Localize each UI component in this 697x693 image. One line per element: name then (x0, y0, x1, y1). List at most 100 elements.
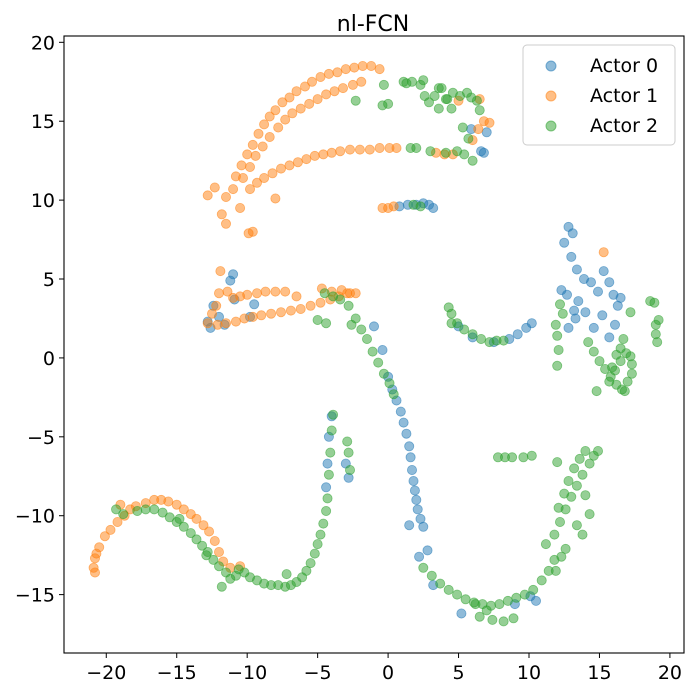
point-actor-0-47 (481, 127, 492, 138)
point-actor-2-171 (471, 95, 482, 106)
point-actor-2-119 (467, 329, 478, 340)
point-actor-0-27 (408, 475, 419, 486)
point-actor-1-13 (163, 496, 174, 507)
point-actor-2-13 (208, 554, 219, 565)
point-actor-2-76 (528, 584, 539, 595)
point-actor-0-17 (377, 344, 388, 355)
point-actor-1-126 (285, 305, 296, 316)
legend-marker-actor-2 (545, 120, 557, 132)
point-actor-2-193 (440, 147, 451, 158)
point-actor-0-79 (610, 319, 621, 330)
point-actor-2-158 (607, 362, 618, 373)
point-actor-2-126 (552, 330, 563, 341)
point-actor-2-46 (230, 570, 241, 581)
point-actor-2-172 (474, 105, 485, 116)
point-actor-2-35 (322, 493, 333, 504)
point-actor-1-114 (260, 286, 271, 297)
point-actor-0-29 (411, 494, 422, 505)
point-actor-2-129 (555, 299, 566, 310)
point-actor-1-59 (264, 131, 275, 142)
point-actor-0-70 (586, 277, 597, 288)
point-actor-2-191 (411, 142, 422, 153)
point-actor-0-24 (404, 441, 415, 452)
legend-label-actor-0: Actor 0 (590, 55, 658, 77)
point-actor-2-189 (408, 199, 419, 210)
point-actor-0-16 (368, 321, 379, 332)
point-actor-2-157 (626, 368, 637, 379)
point-actor-2-183 (440, 94, 451, 105)
point-actor-2-107 (580, 490, 591, 501)
point-actor-0-61 (566, 251, 577, 262)
point-actor-1-19 (204, 526, 215, 537)
point-actor-2-173 (457, 122, 468, 133)
point-actor-2-84 (508, 613, 519, 624)
point-actor-0-26 (406, 464, 417, 475)
point-actor-0-33 (414, 551, 425, 562)
point-actor-2-175 (433, 103, 444, 114)
point-actor-0-9 (249, 299, 260, 310)
point-actor-2-95 (593, 445, 604, 456)
point-actor-1-27 (216, 209, 227, 220)
point-actor-1-17 (191, 513, 202, 524)
point-actor-2-87 (549, 529, 560, 540)
y-tick-label: −15 (15, 585, 55, 607)
point-actor-2-178 (350, 95, 361, 106)
point-actor-1-74 (267, 168, 278, 179)
point-actor-1-52 (220, 218, 231, 229)
point-actor-0-67 (580, 307, 591, 318)
point-actor-0-6 (228, 269, 239, 280)
point-actor-1-69 (347, 79, 358, 90)
point-actor-2-131 (583, 337, 594, 348)
point-actor-2-91 (571, 480, 582, 491)
point-actor-1-6 (112, 517, 123, 528)
point-actor-2-33 (318, 518, 329, 529)
point-actor-0-80 (615, 292, 626, 303)
x-axis: −20 −15 −10 −5 0 5 10 15 20 (86, 653, 682, 684)
point-actor-1-88 (391, 142, 402, 153)
point-actor-1-124 (266, 308, 277, 319)
point-actor-2-132 (588, 346, 599, 357)
point-actor-0-54 (526, 318, 537, 329)
point-actor-2-143 (622, 376, 633, 387)
point-actor-1-38 (277, 97, 288, 108)
point-actor-2-93 (584, 458, 595, 469)
point-actor-2-101 (580, 445, 591, 456)
point-actor-1-101 (484, 117, 495, 128)
point-actor-1-119 (220, 318, 231, 329)
point-actor-2-138 (604, 376, 615, 387)
point-actor-2-80 (487, 614, 498, 625)
point-actor-2-98 (563, 475, 574, 486)
point-actor-2-130 (557, 308, 568, 319)
point-actor-0-60 (559, 237, 570, 248)
point-actor-2-156 (591, 386, 602, 397)
point-actor-1-86 (374, 142, 385, 153)
point-actor-2-149 (649, 297, 660, 308)
point-actor-2-72 (494, 599, 505, 610)
point-actor-1-18 (198, 520, 209, 531)
point-actor-2-99 (569, 463, 580, 474)
point-actor-1-116 (280, 286, 291, 297)
point-actor-1-45 (332, 67, 343, 78)
point-actor-0-22 (398, 417, 409, 428)
x-tick-label: −10 (227, 662, 267, 684)
point-actor-1-81 (326, 147, 337, 158)
point-actor-2-42 (344, 464, 355, 475)
point-actor-0-69 (563, 322, 574, 333)
legend-marker-actor-1 (545, 90, 557, 102)
point-actor-1-123 (256, 310, 267, 321)
point-actor-1-107 (213, 288, 224, 299)
point-actor-1-108 (215, 266, 226, 277)
point-actor-2-31 (312, 539, 323, 550)
point-actor-2-9 (185, 528, 196, 539)
point-actor-2-81 (498, 616, 509, 627)
point-actor-1-47 (349, 62, 360, 73)
point-actor-1-121 (239, 313, 250, 324)
point-actor-2-4 (149, 504, 160, 515)
point-actor-1-138 (344, 288, 355, 299)
point-actor-1-84 (354, 144, 365, 155)
point-actor-2-41 (343, 447, 354, 458)
point-actor-1-72 (251, 177, 262, 188)
point-actor-1-104 (598, 247, 609, 258)
point-actor-0-72 (598, 266, 609, 277)
point-actor-2-86 (540, 539, 551, 550)
